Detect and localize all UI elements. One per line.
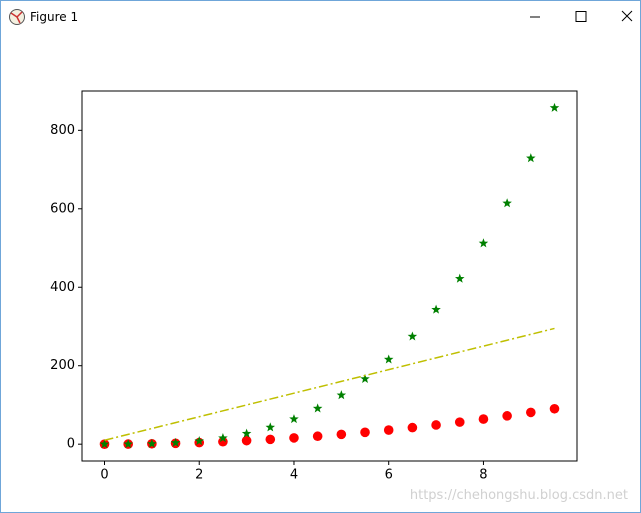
app-icon — [9, 9, 25, 25]
point — [241, 428, 252, 438]
window-title: Figure 1 — [30, 10, 79, 24]
point — [147, 438, 157, 448]
point — [218, 436, 228, 447]
point — [549, 403, 560, 414]
point — [336, 429, 347, 440]
watermark: https://chehongshu.blog.csdn.net — [409, 488, 628, 503]
point — [265, 434, 276, 445]
point — [502, 411, 512, 421]
point — [383, 354, 394, 364]
point — [265, 422, 276, 432]
point — [194, 436, 204, 446]
plot-area — [81, 90, 578, 462]
x-tick-label: 2 — [195, 468, 203, 483]
chart: 0 2 4 6 8 0 200 400 600 800 — [50, 90, 578, 483]
point — [360, 427, 370, 438]
point — [526, 153, 536, 163]
window-controls[interactable] — [510, 1, 640, 32]
point — [478, 238, 489, 248]
close-button[interactable] — [621, 10, 633, 22]
point — [218, 433, 228, 443]
x-tick-label: 8 — [479, 468, 487, 483]
point — [454, 417, 465, 427]
x-tick-label: 4 — [290, 468, 298, 483]
point — [336, 390, 347, 400]
title-bar: Figure 1 — [1, 1, 640, 32]
point — [526, 407, 536, 418]
point — [502, 198, 512, 208]
y-tick-label: 0 — [67, 437, 75, 452]
y-tick-label: 800 — [50, 123, 75, 138]
point — [478, 414, 489, 424]
point — [431, 420, 441, 430]
point — [407, 331, 418, 341]
point — [312, 431, 323, 442]
line — [104, 327, 555, 441]
point — [289, 433, 299, 443]
y-tick-label: 200 — [50, 358, 75, 373]
point — [123, 439, 133, 449]
point — [312, 403, 323, 413]
point — [170, 437, 181, 447]
point — [407, 422, 418, 433]
point — [241, 435, 252, 446]
point — [455, 273, 465, 283]
point — [289, 414, 299, 424]
point — [431, 304, 441, 314]
point — [99, 439, 110, 449]
x-tick-label: 0 — [100, 468, 108, 483]
y-tick-label: 600 — [50, 201, 75, 216]
y-tick-label: 400 — [50, 280, 75, 295]
x-tick-label: 6 — [385, 468, 393, 483]
point — [383, 425, 394, 435]
maximize-button[interactable] — [575, 11, 587, 22]
point — [549, 102, 560, 112]
point — [360, 373, 370, 383]
